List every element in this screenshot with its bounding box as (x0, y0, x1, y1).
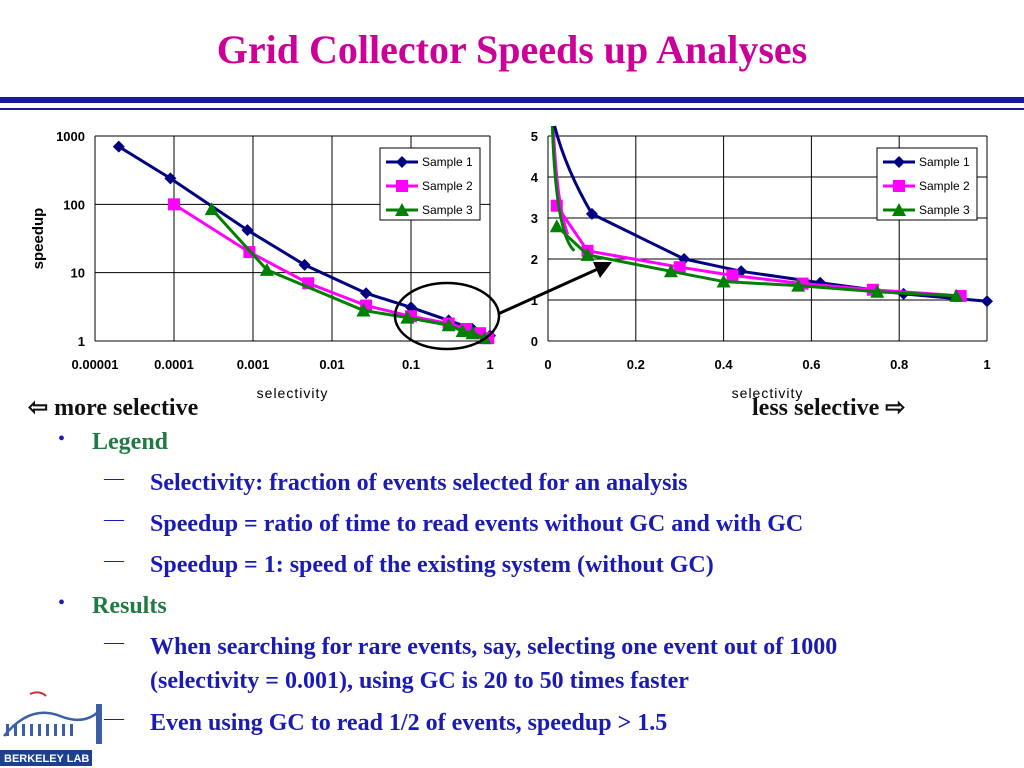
x-tick-label: 0.1 (402, 357, 420, 372)
marker-triangle (465, 326, 480, 340)
legend-entry: Sample 2 (422, 179, 473, 193)
x-tick-label: 0.0001 (154, 357, 194, 372)
y-tick-label: 4 (531, 170, 539, 185)
marker-diamond (241, 224, 254, 237)
x-tick-label: 0.00001 (72, 357, 119, 372)
legend-entry: Sample 2 (919, 179, 970, 193)
legend-entry: Sample 3 (422, 203, 473, 217)
marker-triangle (791, 278, 806, 292)
y-tick-label: 0 (531, 334, 538, 349)
x-tick-label: 1 (486, 357, 493, 372)
x-tick-label: 0.001 (237, 357, 270, 372)
marker-triangle (716, 274, 731, 288)
x-tick-label: 0.8 (890, 357, 908, 372)
marker-diamond (112, 140, 125, 153)
marker-diamond (164, 172, 177, 185)
marker-square (726, 269, 739, 282)
x-axis-label: selectivity (257, 385, 329, 401)
x-axis-label: selectivity (732, 385, 804, 401)
slide-title: Grid Collector Speeds up Analyses (216, 27, 808, 72)
series-tail-1 (553, 125, 594, 215)
series-tail-3 (550, 125, 576, 252)
marker-diamond (396, 156, 408, 168)
legend-entry: Sample 1 (422, 155, 473, 169)
x-tick-label: 0.01 (319, 357, 344, 372)
bullet-dot: • (58, 592, 66, 614)
marker-triangle (395, 203, 409, 216)
marker-triangle (870, 284, 885, 298)
chart-log-speedup: 0.00001 0.0001 0.001 0.01 0.1 1 1 10 100 1000 sele… (30, 129, 496, 401)
y-tick-label: 100 (63, 197, 85, 212)
bullet-half-events: Even using GC to read 1/2 of events, spe… (150, 710, 668, 736)
bullet-speedup-ratio: Speedup = ratio of time to read events w… (150, 511, 804, 537)
marker-triangle (400, 310, 415, 324)
marker-triangle (580, 247, 595, 261)
marker-triangle (455, 324, 470, 338)
legend-entry: Sample 1 (919, 155, 970, 169)
y-tick-label: 1000 (56, 129, 85, 144)
bullet-legend: Legend (92, 429, 169, 455)
callout-arrowhead (593, 262, 612, 278)
y-tick-label: 5 (531, 129, 538, 144)
marker-diamond (893, 156, 905, 168)
bullet-selectivity: Selectivity: fraction of events selected… (150, 470, 688, 496)
callout-ellipse (393, 281, 501, 351)
marker-triangle (204, 202, 219, 216)
bullet-results: Results (92, 593, 167, 619)
y-tick-label: 3 (531, 211, 538, 226)
callout-arrow (497, 266, 601, 316)
x-tick-label: 0.4 (715, 357, 734, 372)
bullet-dash: — (104, 467, 124, 489)
logo-text: BERKELEY LAB (4, 753, 89, 765)
x-tick-label: 1 (983, 357, 990, 372)
title-rule-thin (0, 108, 1024, 110)
marker-diamond (678, 253, 691, 265)
bullet-rare-events-cont: (selectivity = 0.001), using GC is 20 to… (150, 668, 689, 694)
y-tick-label: 10 (71, 266, 85, 281)
right-arrow-icon: ⇨ (885, 395, 906, 421)
marker-triangle (549, 219, 564, 233)
marker-diamond (981, 295, 993, 308)
marker-diamond (298, 258, 311, 271)
y-tick-label: 1 (531, 293, 538, 308)
marker-square (893, 180, 905, 192)
berkeley-lab-logo: BERKELEY LAB (0, 691, 102, 766)
chart-linear-speedup: 00.20.40.60.81012345selectivityspeedupSa… (531, 125, 993, 401)
more-selective-label: ⇦ more selective (28, 395, 199, 421)
x-tick-label: 0.2 (627, 357, 645, 372)
marker-square (396, 180, 408, 192)
marker-triangle (356, 303, 371, 317)
bullet-dot: • (58, 428, 66, 450)
callout-overlay (393, 262, 612, 351)
bullet-speedup-one: Speedup = 1: speed of the existing syste… (150, 552, 714, 578)
bullet-dash: — (104, 631, 124, 653)
marker-triangle (949, 288, 964, 302)
legend-entry: Sample 3 (919, 203, 970, 217)
less-selective-label: less selective ⇨ (752, 395, 906, 421)
y-tick-label: 2 (531, 252, 538, 267)
marker-triangle (892, 203, 906, 216)
bullet-dash: — (104, 508, 124, 530)
marker-square (673, 261, 686, 274)
x-tick-label: 0.6 (802, 357, 820, 372)
marker-triangle (663, 264, 678, 278)
y-axis-label: speedup (30, 208, 47, 270)
x-tick-label: 0 (544, 357, 551, 372)
marker-square (168, 198, 180, 211)
title-rule-thick (0, 97, 1024, 103)
marker-diamond (360, 287, 373, 300)
bullet-dash: — (104, 707, 124, 729)
bullet-dash: — (104, 549, 124, 571)
marker-triangle (259, 262, 274, 276)
left-arrow-icon: ⇦ (28, 395, 49, 421)
bullet-rare-events: When searching for rare events, say, sel… (150, 634, 838, 660)
y-tick-label: 1 (78, 334, 85, 349)
marker-triangle (441, 318, 456, 332)
